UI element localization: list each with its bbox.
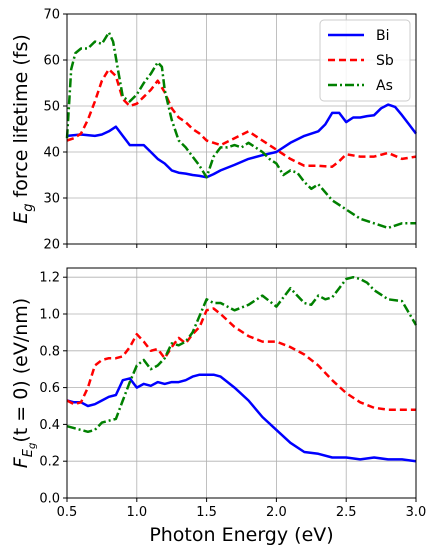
- top-ticks: 20 30 40 50 60 70: [43, 8, 417, 253]
- top-plot-frame: [66, 13, 417, 245]
- bottom-series-as-line: [66, 275, 418, 434]
- top-ytick-label: 50: [43, 100, 60, 115]
- top-series-as-line: [65, 31, 416, 230]
- top-ytick-label: 30: [43, 192, 60, 207]
- top-ylabel: Eg force lifetime (fs): [10, 34, 36, 224]
- top-ytick-label: 70: [43, 8, 60, 23]
- top-series-bi-line: [66, 103, 417, 179]
- bottom-ytick-label: 1.0: [39, 308, 60, 323]
- legend-label-as: As: [376, 78, 393, 94]
- bottom-series-group: [66, 275, 418, 463]
- top-ytick-label: 60: [43, 54, 60, 69]
- bottom-panel: 0.5 1.0 1.5 2.0 2.5 3.00.00.20.40.60.81.01.2 …: [10, 267, 426, 546]
- bottom-ytick-label: 1.2: [39, 271, 60, 286]
- legend-box: [319, 19, 411, 102]
- legend-label-sb: Sb: [376, 53, 394, 69]
- bottom-ytick-label: 0.0: [39, 492, 60, 507]
- top-series-sb-line: [66, 67, 417, 168]
- bottom-series-bi-line: [66, 373, 417, 463]
- bottom-xtick-label: 0.5: [57, 505, 78, 520]
- bottom-series-sb-line: [66, 307, 416, 411]
- legend-label-bi: Bi: [376, 28, 390, 44]
- bottom-plot-frame: [66, 267, 417, 499]
- bottom-ytick-label: 0.2: [39, 455, 60, 470]
- bottom-xtick-label: 1.0: [126, 505, 147, 520]
- bottom-ylabel: FEg(t = 0) (eV/nm): [10, 298, 38, 468]
- top-ytick-label: 20: [43, 238, 60, 253]
- bottom-xtick-label: 1.5: [196, 505, 217, 520]
- bottom-ytick-label: 0.4: [39, 418, 60, 433]
- bottom-ytick-label: 0.6: [39, 381, 60, 396]
- bottom-ytick-label: 0.8: [39, 344, 60, 359]
- bottom-ticks: 0.5 1.0 1.5 2.0 2.5 3.0 0.0 0.2 0.4 0.6 0.8 1.0 1.2: [39, 271, 426, 520]
- top-series-group: [65, 31, 417, 230]
- top-panel: 20 30 40 50 60 70 Bi Sb As Eg force lifetime (f…: [10, 8, 417, 253]
- bottom-xtick-label: 2.0: [266, 505, 287, 520]
- legend: Bi Sb As: [319, 19, 411, 102]
- bottom-xtick-label: 2.5: [336, 505, 357, 520]
- bottom-grid: [66, 268, 417, 499]
- top-ytick-label: 40: [43, 146, 60, 161]
- x-axis-label: Photon Energy (eV): [149, 524, 333, 546]
- bottom-xtick-label: 3.0: [406, 505, 427, 520]
